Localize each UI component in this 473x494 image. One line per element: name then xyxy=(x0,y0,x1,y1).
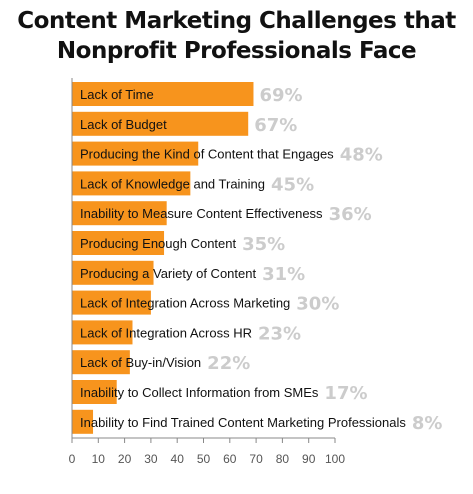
category-label: Lack of Knowledge and Training xyxy=(80,176,265,191)
value-label: 30% xyxy=(296,294,339,315)
value-label: 45% xyxy=(271,174,314,195)
x-tick-label: 40 xyxy=(171,452,185,466)
value-label: 31% xyxy=(262,264,305,285)
x-tick-label: 20 xyxy=(118,452,132,466)
x-tick-label: 70 xyxy=(249,452,263,466)
x-tick-label: 30 xyxy=(144,452,158,466)
x-tick-label: 50 xyxy=(197,452,211,466)
bar xyxy=(72,171,191,196)
chart-title-line-1: Content Marketing Challenges that xyxy=(17,8,456,34)
bar xyxy=(72,409,94,434)
value-label: 17% xyxy=(324,383,367,404)
bar xyxy=(72,350,130,375)
category-label: Inability to Find Trained Content Market… xyxy=(80,415,406,430)
bar xyxy=(72,141,199,166)
category-label: Lack of Time xyxy=(80,87,154,102)
bar xyxy=(72,201,167,226)
x-tick-label: 10 xyxy=(92,452,106,466)
value-label: 69% xyxy=(259,85,302,106)
chart-title-line-2: Nonprofit Professionals Face xyxy=(56,38,417,64)
category-label: Lack of Integration Across Marketing xyxy=(80,296,290,311)
category-label: Producing a Variety of Content xyxy=(80,266,256,281)
bar xyxy=(72,380,117,404)
bar xyxy=(72,320,133,345)
bar xyxy=(72,82,254,106)
category-label: Producing Enough Content xyxy=(80,236,237,251)
category-label: Inability to Measure Content Effectivene… xyxy=(80,206,323,221)
x-tick-label: 90 xyxy=(302,452,316,466)
category-label: Lack of Buy-in/Vision xyxy=(80,355,201,370)
bar xyxy=(72,231,165,255)
value-label: 48% xyxy=(340,145,383,166)
value-label: 23% xyxy=(258,323,301,344)
x-tick-label: 100 xyxy=(325,452,345,466)
value-label: 8% xyxy=(412,413,443,434)
bar xyxy=(72,260,154,285)
x-tick-label: 0 xyxy=(69,452,76,466)
bar xyxy=(72,290,151,315)
value-label: 36% xyxy=(329,204,372,225)
category-label: Lack of Budget xyxy=(80,117,167,132)
x-tick-label: 80 xyxy=(276,452,290,466)
category-label: Producing the Kind of Content that Engag… xyxy=(80,147,334,162)
category-label: Lack of Integration Across HR xyxy=(80,325,252,340)
x-tick-label: 60 xyxy=(223,452,237,466)
value-label: 35% xyxy=(242,234,285,255)
bar xyxy=(72,111,249,136)
chart-title: Content Marketing Challenges that Nonpro… xyxy=(0,6,473,66)
value-label: 22% xyxy=(207,353,250,374)
category-label: Inability to Collect Information from SM… xyxy=(80,385,319,400)
value-label: 67% xyxy=(254,115,297,136)
